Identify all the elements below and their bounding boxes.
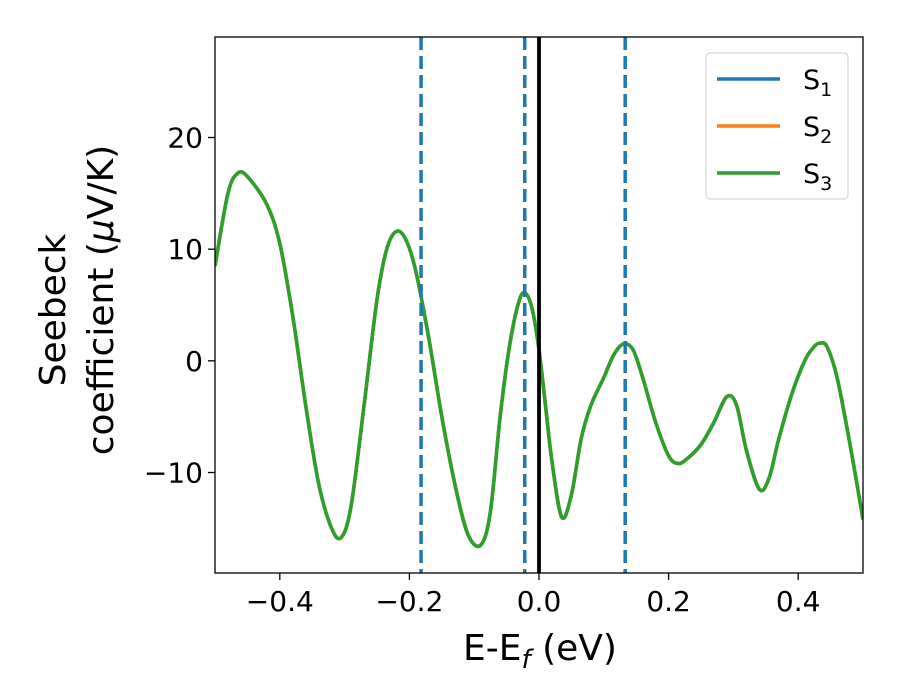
- y-tick-label: −10: [144, 457, 203, 490]
- plot-data-layer: [215, 37, 863, 573]
- plot-area: [215, 37, 863, 573]
- y-axis-label-line1: Seebeck: [33, 233, 74, 386]
- x-tick-label: −0.4: [246, 585, 314, 618]
- legend-label-s1: S1: [803, 65, 832, 101]
- y-tick-label: 20: [167, 122, 203, 155]
- y-tick-label: 0: [185, 345, 203, 378]
- x-axis-label: E-Ef (eV): [463, 628, 617, 675]
- legend-label-s2: S2: [803, 112, 832, 148]
- x-tick-label: 0.4: [776, 585, 821, 618]
- y-axis-label-line2: coefficient (μV/K): [81, 145, 122, 455]
- x-tick-label: 0.2: [646, 585, 691, 618]
- y-tick-label: 10: [167, 233, 203, 266]
- legend-label-s3: S3: [803, 159, 832, 195]
- x-tick-label: −0.2: [375, 585, 443, 618]
- plot-frame: [214, 36, 864, 574]
- legend: S1 S2 S3: [705, 52, 849, 200]
- x-tick-label: 0.0: [517, 585, 562, 618]
- axis-ticks: −0.4 −0.2 0.0 0.2 0.4 −10 0 10 20: [144, 122, 821, 619]
